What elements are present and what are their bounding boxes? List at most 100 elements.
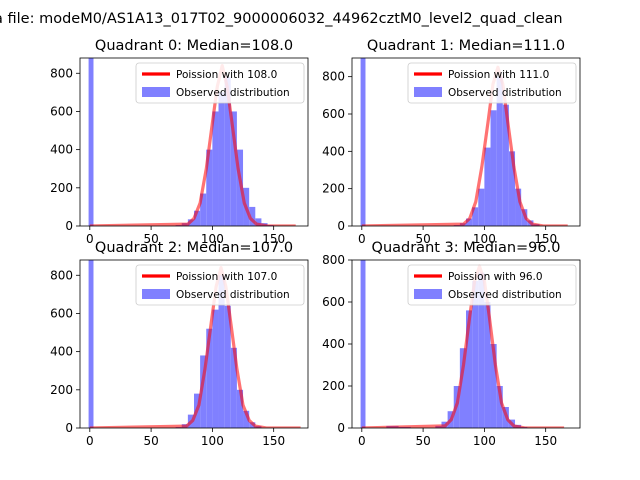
subplot-quadrant-3: 0 50 100 150 0 200 400 600 800 Poission with 96.0… <box>322 240 581 448</box>
hist-bar <box>200 355 207 428</box>
subplot-quadrant-1: 0 50 100 150 0 200 400 600 800 Poission with 111.… <box>322 38 581 246</box>
y-tick-label: 0 <box>337 421 345 435</box>
hist-bar <box>466 310 473 428</box>
hist-bar <box>230 347 237 428</box>
legend-hist-swatch <box>414 289 442 299</box>
legend-hist-swatch <box>142 289 170 299</box>
y-tick-label: 0 <box>65 219 73 233</box>
subplot-quadrant-2: 0 50 100 150 0 200 400 600 800 Poission with 107.… <box>50 240 309 448</box>
y-tick-label: 600 <box>50 306 73 320</box>
y-tick-label: 600 <box>50 104 73 118</box>
x-tick-label: 150 <box>534 434 557 448</box>
hist-bar <box>194 210 201 226</box>
hist-bar <box>243 410 250 428</box>
x-tick-label: 50 <box>143 434 158 448</box>
x-tick-label: 50 <box>143 232 158 246</box>
x-tick-label: 100 <box>201 232 224 246</box>
legend-hist-swatch <box>142 87 170 97</box>
x-tick-label: 0 <box>358 434 366 448</box>
y-tick-label: 200 <box>50 383 73 397</box>
legend-label-observed: Observed distribution <box>176 87 290 99</box>
hist-bar <box>502 104 509 226</box>
hist-bar <box>230 111 237 226</box>
hist-bar <box>206 149 213 226</box>
y-tick-label: 0 <box>337 219 345 233</box>
legend-label-poisson: Poission with 107.0 <box>176 271 277 283</box>
legend-label-observed: Observed distribution <box>448 289 562 301</box>
y-tick-label: 600 <box>322 107 345 121</box>
legend-box <box>407 264 577 306</box>
axes-frame <box>79 259 309 429</box>
y-tick-label: 200 <box>50 181 73 195</box>
x-tick-label: 100 <box>201 434 224 448</box>
legend-hist-swatch <box>414 87 442 97</box>
x-tick-label: 0 <box>358 232 366 246</box>
hist-bar <box>496 386 503 428</box>
hist-bar <box>472 281 479 428</box>
legend-box <box>407 62 577 104</box>
subplot-quadrant-0: 0 50 100 150 0 200 400 600 800 Poission with 108.… <box>50 38 309 246</box>
hist-bar <box>360 260 366 428</box>
axes-frame <box>351 57 581 227</box>
x-tick-label: 0 <box>86 232 94 246</box>
hist-bar <box>515 188 522 226</box>
legend-label-poisson: Poission with 96.0 <box>448 271 543 283</box>
hist-bar <box>478 272 485 428</box>
hist-bar <box>478 188 485 226</box>
hist-bar <box>508 151 516 226</box>
legend-label-observed: Observed distribution <box>176 289 290 301</box>
x-tick-label: 50 <box>415 434 430 448</box>
legend-label-poisson: Poission with 111.0 <box>448 69 549 81</box>
hist-bar <box>88 260 94 428</box>
y-tick-label: 400 <box>50 143 73 157</box>
y-tick-label: 600 <box>322 295 345 309</box>
x-tick-label: 150 <box>262 434 285 448</box>
hist-bar <box>88 58 94 226</box>
hist-bar <box>466 218 473 226</box>
hist-bar <box>236 389 244 428</box>
x-tick-label: 0 <box>86 434 94 448</box>
y-tick-label: 800 <box>322 70 345 84</box>
y-tick-label: 400 <box>322 144 345 158</box>
y-tick-label: 800 <box>322 253 345 267</box>
axes-frame <box>79 57 309 227</box>
hist-bar <box>200 193 207 226</box>
subplot-title: Quadrant 2: Median=107.0 <box>95 240 293 256</box>
hist-bar <box>249 206 256 226</box>
hist-bar <box>360 58 366 226</box>
hist-bar <box>490 110 497 226</box>
hist-bar <box>459 348 466 428</box>
y-tick-label: 400 <box>50 345 73 359</box>
hist-bar <box>472 207 479 226</box>
hist-bar <box>218 92 225 226</box>
y-tick-label: 400 <box>322 337 345 351</box>
subplot-title: Quadrant 3: Median=96.0 <box>372 240 561 256</box>
subplot-title: Quadrant 0: Median=108.0 <box>95 38 293 54</box>
legend-label-poisson: Poission with 108.0 <box>176 69 277 81</box>
hist-bar <box>212 111 219 226</box>
hist-bar <box>224 305 231 428</box>
hist-bar <box>218 275 225 428</box>
x-tick-label: 100 <box>473 232 496 246</box>
hist-bar <box>496 76 503 226</box>
hist-bar <box>206 328 213 428</box>
legend-label-observed: Observed distribution <box>448 87 562 99</box>
x-tick-label: 50 <box>415 232 430 246</box>
hist-bar <box>490 344 497 428</box>
hist-bar <box>255 218 262 226</box>
hist-bar <box>224 77 231 226</box>
subplot-title: Quadrant 1: Median=111.0 <box>367 38 565 54</box>
x-tick-label: 150 <box>262 232 285 246</box>
y-tick-label: 800 <box>50 66 73 80</box>
y-tick-label: 200 <box>322 379 345 393</box>
figure-suptitle: a file: modeM0/AS1A13_017T02_9000006032_… <box>0 11 563 27</box>
x-tick-label: 150 <box>534 232 557 246</box>
hist-bar <box>484 302 491 428</box>
y-tick-label: 800 <box>50 268 73 282</box>
hist-bar <box>484 147 491 226</box>
y-tick-label: 0 <box>65 421 73 435</box>
y-tick-label: 200 <box>322 182 345 196</box>
hist-bar <box>212 309 219 428</box>
x-tick-label: 100 <box>473 434 496 448</box>
